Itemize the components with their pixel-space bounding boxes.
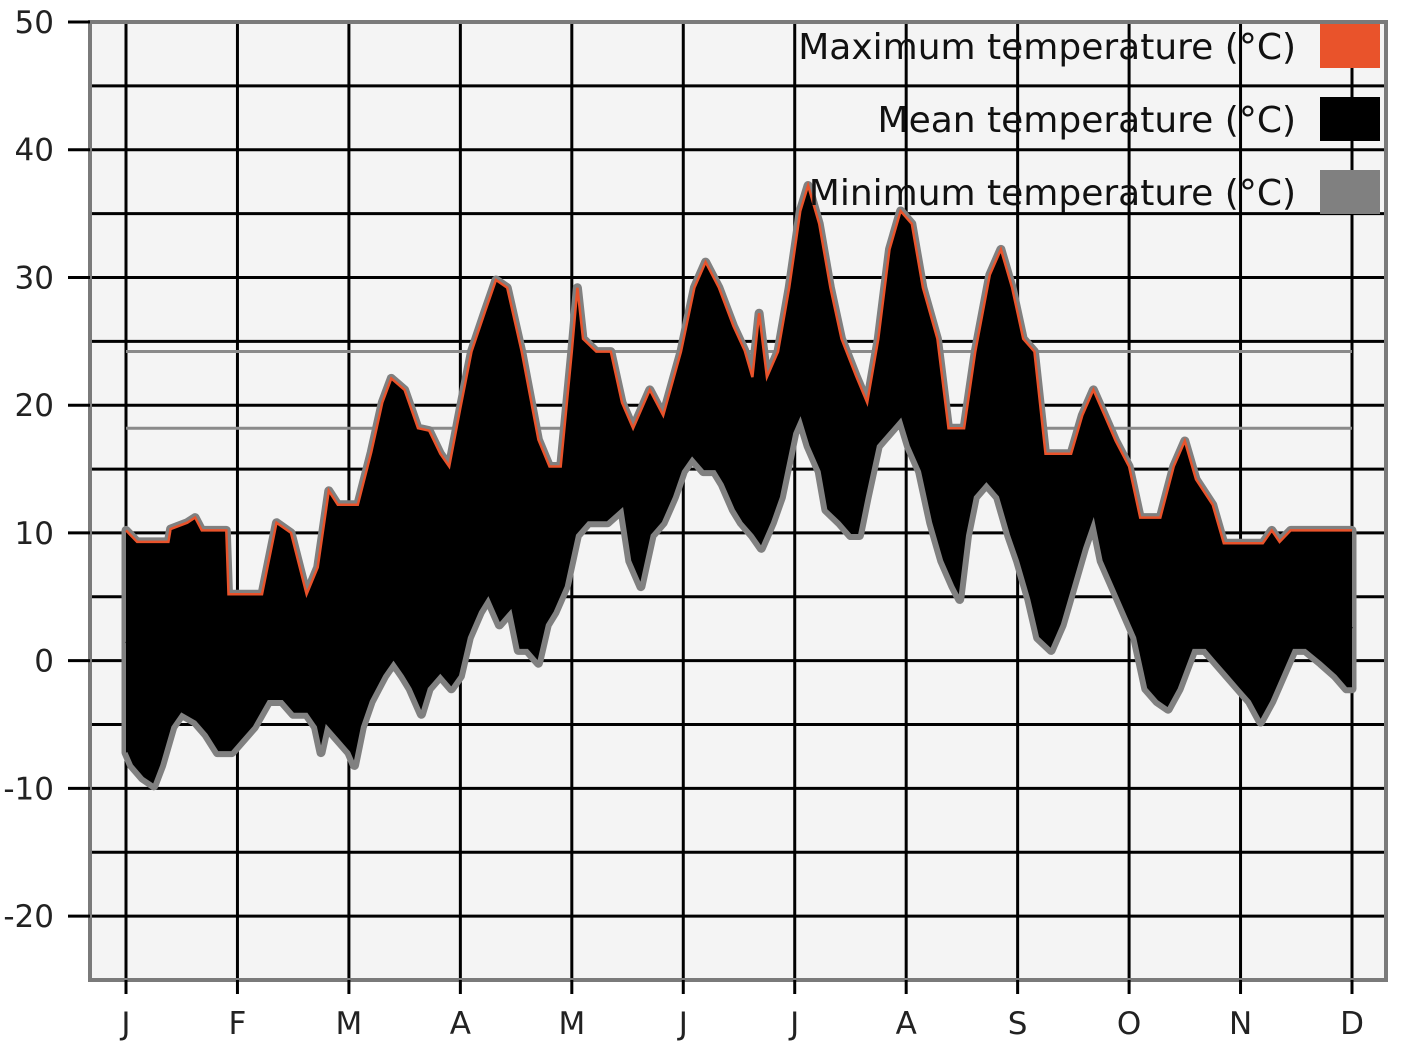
x-tick-label: N (1229, 1006, 1252, 1042)
x-tick-label: M (336, 1006, 363, 1042)
legend-label: Minimum temperature (°C) (809, 173, 1296, 214)
x-tick-label: O (1117, 1006, 1141, 1042)
mean-temperature-line (125, 351, 1353, 670)
y-axis-ticks: 50 40 30 20 10 0 -10 -20 (3, 5, 90, 935)
temperature-band (121, 181, 1357, 791)
y-tick-label: 30 (15, 260, 54, 296)
legend-label: Maximum temperature (°C) (798, 27, 1296, 68)
y-tick-label: 10 (15, 516, 54, 552)
band-fill (126, 185, 1352, 786)
y-tick-label: 50 (15, 5, 54, 41)
legend-swatch (1320, 24, 1380, 68)
y-tick-label: -10 (3, 771, 54, 807)
x-tick-label: A (450, 1006, 471, 1042)
x-tick-label: J (677, 1006, 688, 1042)
x-tick-label: F (229, 1006, 247, 1042)
legend-swatch (1320, 170, 1380, 214)
x-tick-label: J (119, 1006, 130, 1042)
plot-frame (88, 20, 1388, 982)
y-tick-label: 20 (15, 388, 54, 424)
y-tick-label: 40 (15, 133, 54, 169)
legend-label: Mean temperature (°C) (878, 100, 1296, 141)
y-tick-label: -20 (3, 899, 54, 935)
legend: Maximum temperature (°C) Mean temperature… (798, 24, 1380, 214)
min-temperature-line (124, 416, 1352, 789)
x-tick-label: M (558, 1006, 585, 1042)
x-tick-label: D (1340, 1006, 1364, 1042)
x-tick-label: A (896, 1006, 917, 1042)
x-tick-label: S (1008, 1006, 1028, 1042)
max-temperature-line (125, 181, 1352, 599)
legend-swatch (1320, 97, 1380, 141)
x-tick-label: J (788, 1006, 799, 1042)
y-tick-label: 0 (34, 644, 54, 680)
